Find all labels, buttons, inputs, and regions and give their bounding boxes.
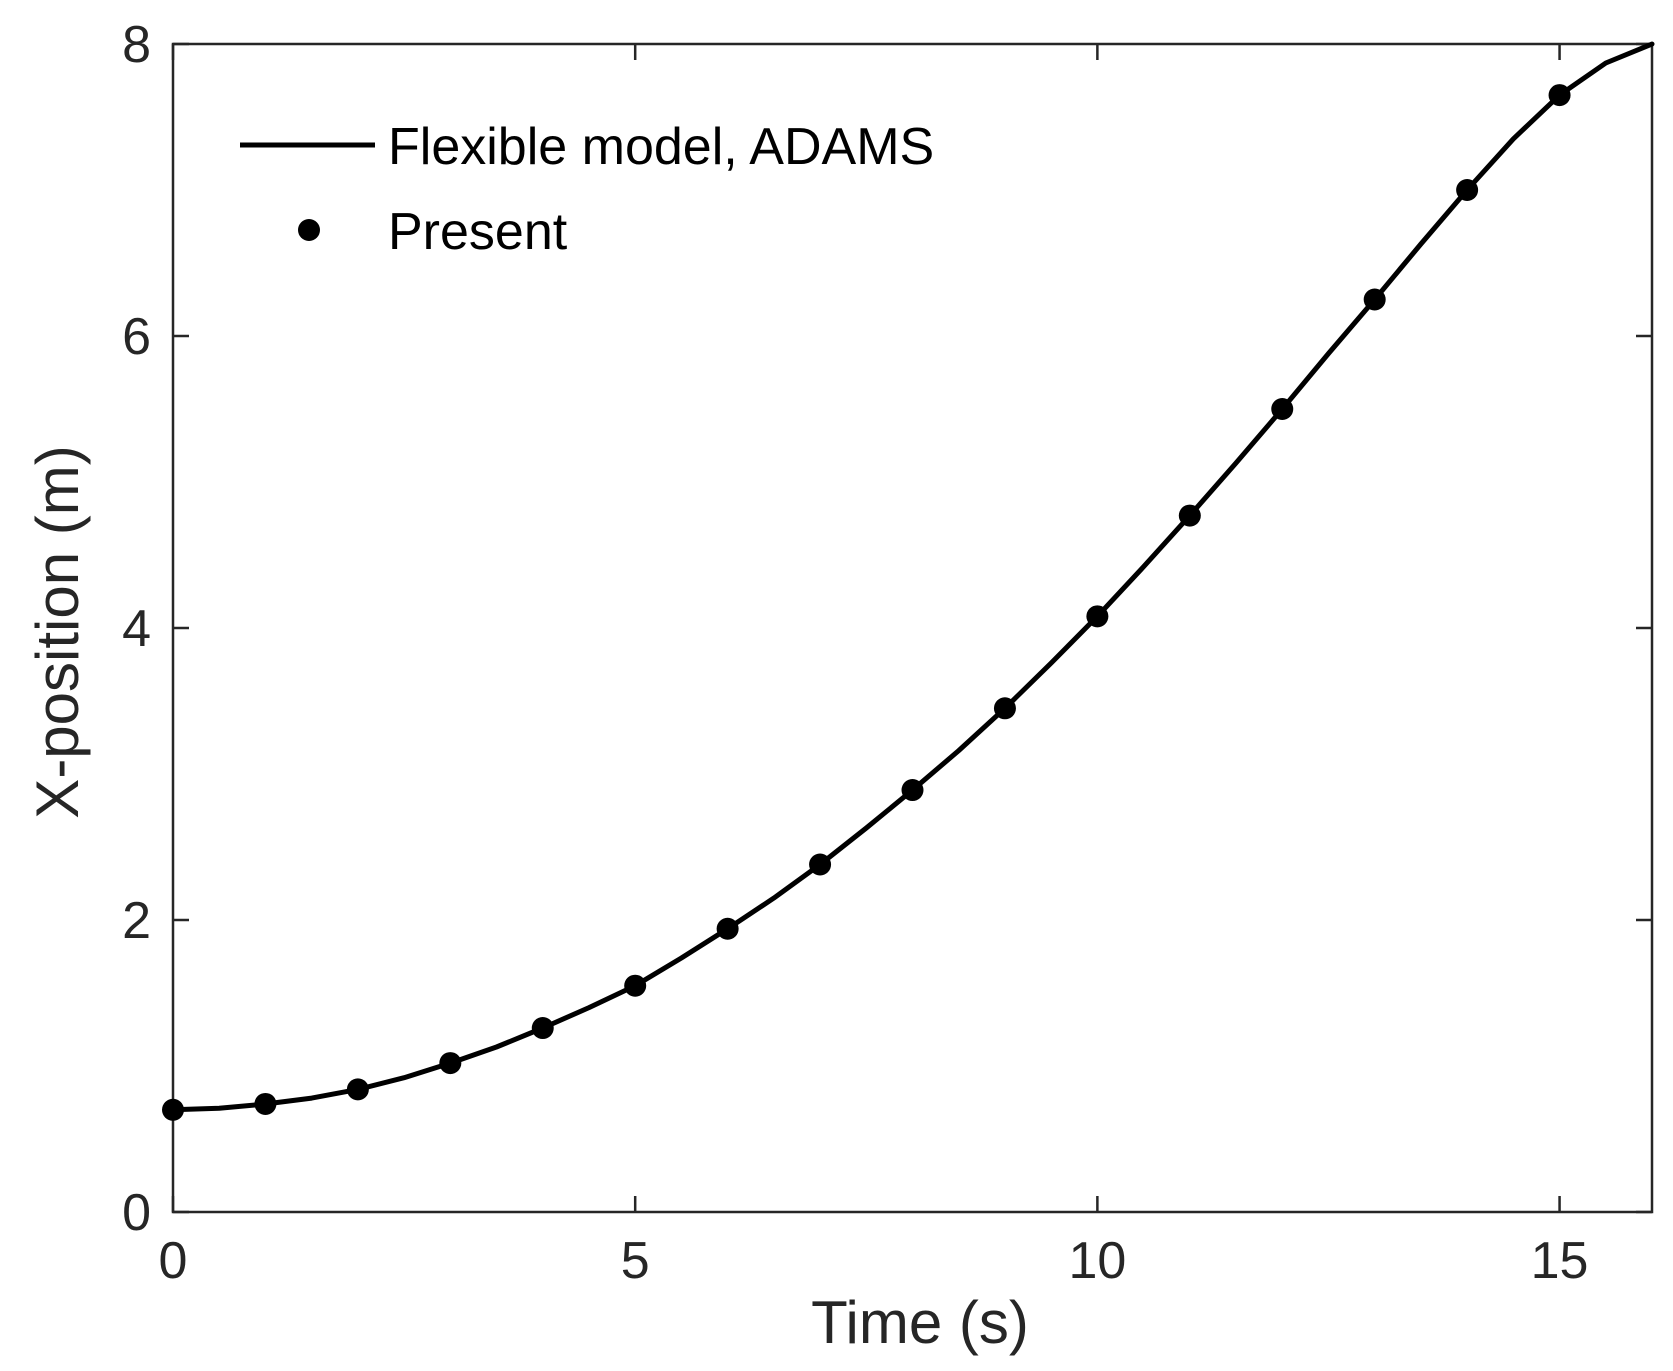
x-tick-label: 5 [621,1232,650,1290]
data-point-present [624,974,647,997]
axes: 0 5 10 15 0 2 4 6 8 [122,16,1654,1290]
data-point-present [439,1052,462,1075]
x-tick-label: 15 [1531,1232,1589,1290]
data-point-present [531,1017,554,1040]
y-tick-label: 6 [122,308,151,366]
legend-label-present: Present [388,203,568,261]
data-point-present [1548,84,1571,107]
legend-label-flexible-model-adams: Flexible model, ADAMS [388,118,934,176]
y-tick-label: 0 [122,1184,151,1242]
data-point-present [1363,288,1386,311]
x-axis-label: Time (s) [811,1289,1029,1356]
y-tick-label: 8 [122,16,151,74]
legend: Flexible model, ADAMS Present [240,118,934,261]
data-point-present [254,1092,277,1115]
data-point-present [901,779,924,802]
y-tick-label: 4 [122,600,151,658]
x-tick-label: 10 [1068,1232,1126,1290]
data-point-present [1456,179,1479,201]
data-point-present [809,853,832,876]
x-tick-label: 0 [159,1232,188,1290]
data-point-present [346,1078,369,1101]
data-point-present [162,1098,184,1121]
data-point-present [993,697,1016,720]
data-point-present [1178,504,1201,527]
data-point-present [1271,398,1294,420]
plot-area [162,41,1655,1121]
y-tick-label: 2 [122,892,151,950]
data-point-present [1086,605,1109,628]
data-point-present [716,917,739,940]
legend-marker-swatch [298,219,320,241]
y-axis-label: X-position (m) [24,445,91,818]
